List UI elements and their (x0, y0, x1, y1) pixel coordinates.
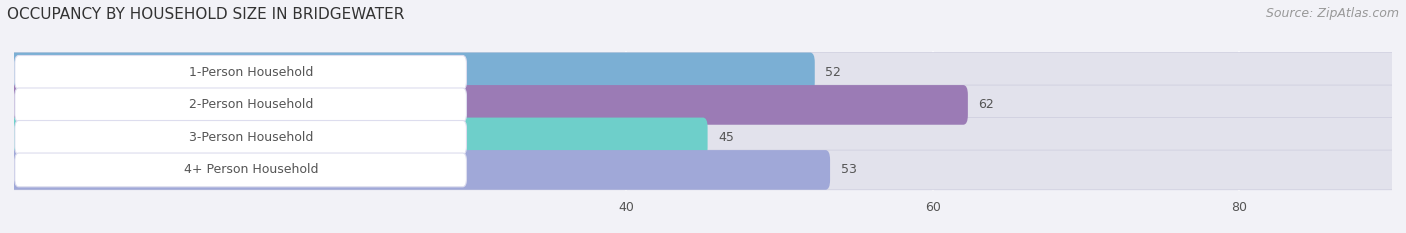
FancyBboxPatch shape (10, 53, 814, 92)
Text: 45: 45 (718, 131, 734, 144)
Text: 2-Person Household: 2-Person Household (190, 98, 314, 111)
Text: OCCUPANCY BY HOUSEHOLD SIZE IN BRIDGEWATER: OCCUPANCY BY HOUSEHOLD SIZE IN BRIDGEWAT… (7, 7, 405, 22)
FancyBboxPatch shape (10, 85, 1396, 125)
FancyBboxPatch shape (10, 53, 1396, 92)
FancyBboxPatch shape (10, 150, 830, 190)
Text: 4+ Person Household: 4+ Person Household (184, 163, 319, 176)
FancyBboxPatch shape (15, 88, 467, 122)
FancyBboxPatch shape (15, 120, 467, 154)
FancyBboxPatch shape (10, 150, 1396, 190)
FancyBboxPatch shape (10, 118, 1396, 157)
Text: 1-Person Household: 1-Person Household (190, 66, 314, 79)
Text: 52: 52 (825, 66, 841, 79)
Text: 3-Person Household: 3-Person Household (190, 131, 314, 144)
FancyBboxPatch shape (15, 55, 467, 89)
Text: 53: 53 (841, 163, 856, 176)
Text: Source: ZipAtlas.com: Source: ZipAtlas.com (1265, 7, 1399, 20)
Text: 62: 62 (979, 98, 994, 111)
FancyBboxPatch shape (15, 153, 467, 187)
FancyBboxPatch shape (10, 118, 707, 157)
FancyBboxPatch shape (10, 85, 967, 125)
